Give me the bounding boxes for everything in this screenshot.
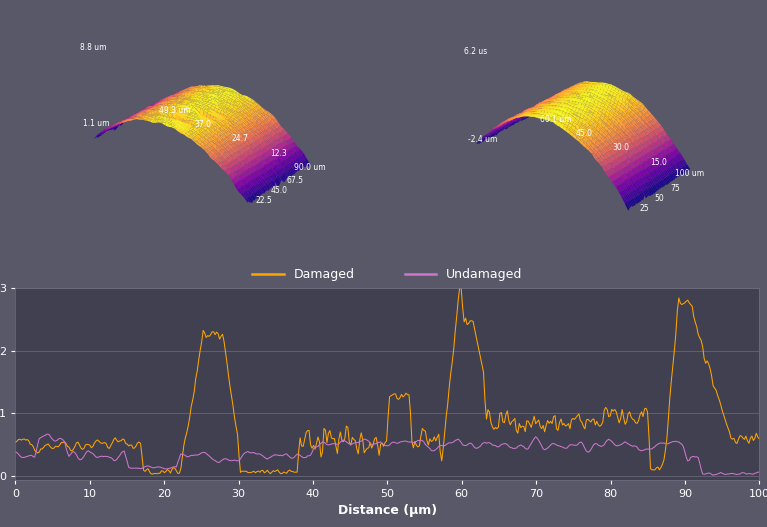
Legend: Damaged, Undamaged: Damaged, Undamaged [248,263,527,286]
X-axis label: Distance (μm): Distance (μm) [337,504,437,517]
